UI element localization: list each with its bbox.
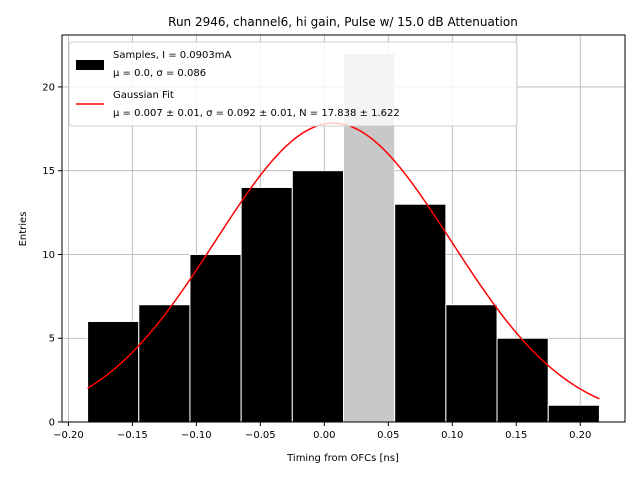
histogram-bar (547, 404, 600, 423)
y-tick-label: 20 (42, 82, 55, 93)
legend-samples-line1: Samples, I = 0.0903mA (113, 50, 231, 61)
plot-frame (61, 34, 626, 423)
histogram-bar (189, 253, 242, 423)
x-axis-ticks: −0.20 −0.15 −0.10 −0.05 0.00 0.05 0.10 0.15 0.20 (53, 422, 591, 441)
histogram-bar (291, 170, 344, 423)
x-tick-label: −0.05 (245, 430, 276, 441)
x-tick-label: 0.05 (377, 430, 399, 441)
y-axis-label: Entries (18, 212, 29, 247)
legend-samples-line2: μ = 0.0, σ = 0.086 (113, 68, 206, 79)
x-tick-label: −0.20 (53, 430, 84, 441)
histogram-bar (445, 304, 498, 423)
histogram-bar (138, 304, 191, 423)
x-tick-label: −0.15 (117, 430, 148, 441)
legend-box (68, 41, 518, 127)
legend: Samples, I = 0.0903mA μ = 0.0, σ = 0.086… (68, 41, 518, 127)
y-tick-label: 15 (42, 166, 55, 177)
y-tick-label: 0 (49, 418, 55, 429)
histogram-bar (87, 320, 140, 423)
x-tick-label: 0.00 (313, 430, 335, 441)
legend-fit-line1: Gaussian Fit (113, 90, 174, 101)
legend-samples-swatch (76, 60, 104, 70)
histogram-bar (240, 186, 293, 423)
y-tick-label: 10 (42, 250, 55, 261)
x-tick-label: 0.20 (569, 430, 591, 441)
x-tick-label: 0.10 (441, 430, 463, 441)
histogram-bar (394, 203, 447, 423)
x-tick-label: −0.10 (181, 430, 212, 441)
histogram-bar (496, 337, 549, 423)
y-tick-label: 5 (49, 334, 55, 345)
x-axis-label: Timing from OFCs [ns] (286, 453, 399, 464)
x-tick-label: 0.15 (505, 430, 527, 441)
chart-title: Run 2946, channel6, hi gain, Pulse w/ 15… (168, 15, 518, 29)
legend-fit-line2: μ = 0.007 ± 0.01, σ = 0.092 ± 0.01, N = … (113, 108, 400, 119)
y-axis-ticks: 0 5 10 15 20 (42, 82, 62, 429)
